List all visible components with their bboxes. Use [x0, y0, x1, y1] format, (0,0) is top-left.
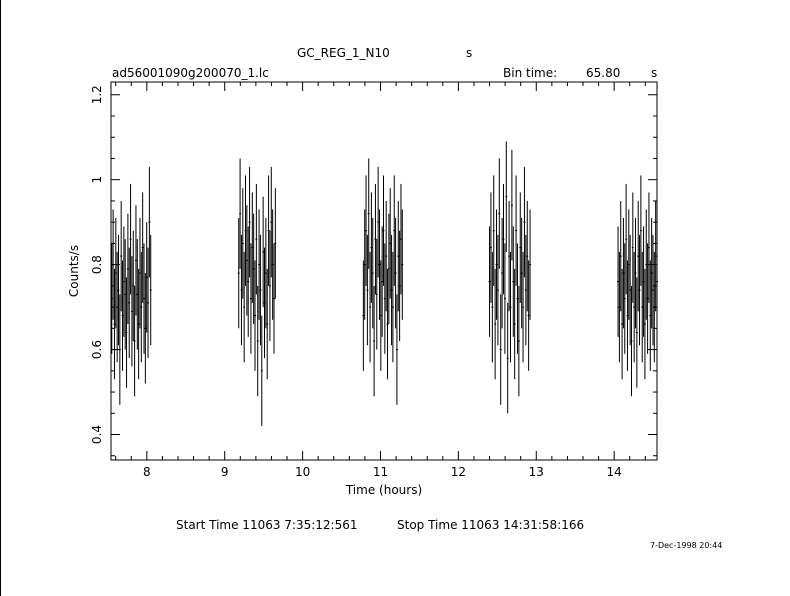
x-tick-label: 13	[529, 465, 544, 479]
chart-title: GC_REG_1_N10	[297, 46, 390, 60]
y-tick-label: 0.6	[90, 340, 104, 359]
data-points	[110, 141, 658, 427]
x-tick-label: 11	[373, 465, 388, 479]
y-tick-label: 0.8	[90, 255, 104, 274]
plot-timestamp: 7-Dec-1998 20:44	[650, 541, 723, 550]
axis-tick-labels: 8 9 10 11 12 13 14 0.4 0.6 0.8 1 1.2	[90, 85, 622, 479]
bin-time-value: 65.80	[586, 66, 621, 80]
x-tick-label: 9	[221, 465, 229, 479]
y-tick-label: 1	[90, 176, 104, 184]
bin-time-unit: s	[651, 66, 658, 80]
filename-label: ad56001090g200070_1.lc	[112, 66, 269, 80]
left-border	[0, 0, 1, 596]
y-axis-label: Counts/s	[67, 245, 81, 297]
y-tick-label: 1.2	[90, 85, 104, 104]
y-tick-label: 0.4	[90, 425, 104, 444]
start-time: Start Time 11063 7:35:12:561	[176, 518, 358, 532]
x-tick-label: 12	[451, 465, 466, 479]
x-tick-label: 14	[607, 465, 622, 479]
x-tick-label: 10	[295, 465, 310, 479]
title-unit: s	[466, 46, 473, 60]
x-axis-label: Time (hours)	[345, 483, 422, 497]
x-tick-label: 8	[143, 465, 151, 479]
bin-time-label: Bin time:	[503, 66, 558, 80]
stop-time: Stop Time 11063 14:31:58:166	[397, 518, 585, 532]
